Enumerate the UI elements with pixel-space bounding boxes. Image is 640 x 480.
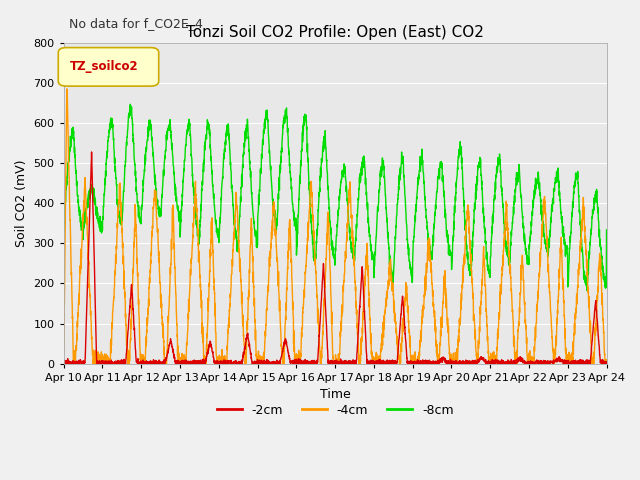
-8cm [154, 203, 162, 208]
-8cm [534, 180, 541, 185]
Text: No data for f_CO2E_4: No data for f_CO2E_4 [69, 17, 203, 30]
-8cm [292, 223, 300, 228]
-4cm [70, 361, 77, 367]
-8cm [268, 189, 276, 194]
-2cm [292, 360, 300, 365]
-4cm [593, 317, 600, 323]
-2cm [268, 359, 276, 365]
-2cm [603, 361, 611, 367]
-8cm [127, 101, 134, 107]
-2cm [122, 357, 130, 362]
-4cm [534, 299, 541, 304]
-4cm [60, 349, 68, 355]
-8cm [603, 227, 611, 233]
-4cm [268, 225, 276, 231]
-8cm [583, 288, 591, 293]
Title: Tonzi Soil CO2 Profile: Open (East) CO2: Tonzi Soil CO2 Profile: Open (East) CO2 [186, 25, 484, 40]
Text: TZ_soilco2: TZ_soilco2 [70, 60, 139, 73]
-2cm [62, 361, 70, 367]
Line: -8cm: -8cm [64, 104, 607, 290]
-8cm [122, 159, 129, 165]
-2cm [88, 149, 95, 155]
-2cm [534, 361, 541, 367]
-8cm [60, 229, 68, 235]
Legend: -2cm, -4cm, -8cm: -2cm, -4cm, -8cm [212, 399, 459, 421]
-2cm [154, 359, 162, 365]
-8cm [593, 193, 600, 199]
X-axis label: Time: Time [320, 388, 351, 401]
Line: -4cm: -4cm [64, 89, 607, 364]
-4cm [122, 323, 130, 328]
FancyBboxPatch shape [58, 48, 159, 86]
Line: -2cm: -2cm [64, 152, 607, 364]
-4cm [603, 361, 611, 367]
-4cm [63, 86, 70, 92]
Y-axis label: Soil CO2 (mV): Soil CO2 (mV) [15, 159, 28, 247]
-4cm [154, 243, 162, 249]
-4cm [292, 361, 300, 367]
-2cm [60, 360, 68, 366]
-2cm [593, 307, 600, 312]
